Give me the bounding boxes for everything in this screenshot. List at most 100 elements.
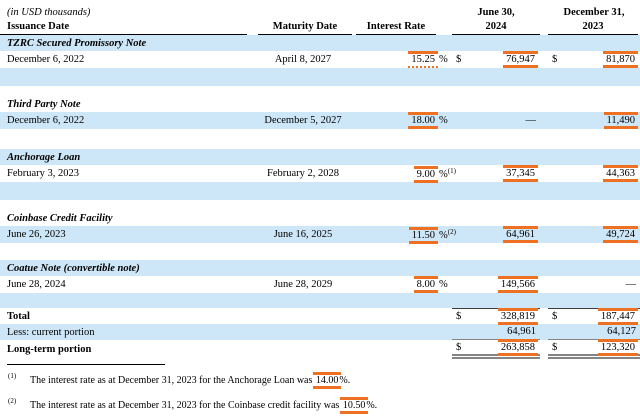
footnote-ref-2: (2)	[447, 228, 456, 236]
column-header-2024: 2024	[452, 21, 540, 35]
cell-maturity-date: June 28, 2029	[273, 279, 333, 290]
cell-dec-total: $187,447	[548, 308, 640, 325]
footnote-ref-1: (1)	[447, 167, 456, 175]
section-title: Third Party Note	[7, 98, 81, 110]
column-header-2023: 2023	[548, 21, 638, 35]
section-header-coinbase: Coinbase Credit Facility	[0, 210, 640, 226]
currency-symbol: $	[552, 311, 558, 322]
cell-interest-rate: 11.50 %(2)	[356, 227, 456, 244]
percent-sign: %	[439, 279, 448, 290]
table-row-anchorage: February 3, 2023 February 2, 2028 9.00 %(…	[0, 165, 640, 183]
section-title: Anchorage Loan	[7, 151, 81, 163]
cell-dec-value: 49,724	[548, 226, 640, 243]
table-row-coatue: June 28, 2024 June 28, 2029 8.00% 149,56…	[0, 276, 640, 293]
currency-symbol: $	[456, 341, 462, 353]
empty-row	[0, 293, 640, 308]
annotated-value: 37,345	[503, 165, 538, 182]
annotated-value: 9.00	[413, 166, 439, 183]
cell-issuance-date: December 6, 2022	[7, 54, 85, 65]
annotated-value: 49,724	[603, 226, 638, 243]
footnote-2: (2) The interest rate as at December 31,…	[0, 397, 640, 414]
footnote-separator	[7, 364, 165, 365]
cell-interest-rate: 18.00%	[356, 112, 452, 129]
annotated-value: 18.00	[408, 112, 438, 129]
cell-june-value: $76,947	[452, 51, 540, 68]
cell-june-current: 64,961	[452, 324, 540, 340]
column-header-dec31: December 31,	[563, 7, 625, 18]
header-caption-row: (in USD thousands) June 30, December 31,	[0, 3, 640, 18]
cell-issuance-date: June 26, 2023	[7, 229, 66, 240]
column-header-june30: June 30,	[477, 7, 515, 18]
section-header-anchorage: Anchorage Loan	[0, 149, 640, 165]
cell-maturity-date: April 8, 2027	[274, 54, 332, 65]
annotated-value: 263,858	[497, 338, 539, 356]
currency-symbol: $	[456, 311, 462, 322]
cell-interest-rate: 8.00%	[356, 276, 452, 293]
annotated-value: 328,819	[497, 308, 539, 325]
cell-june-value: 37,345	[452, 165, 540, 182]
table-row-tzrc: December 6, 2022 April 8, 2027 15.25% $7…	[0, 51, 640, 68]
section-header-coatue: Coatue Note (convertible note)	[0, 260, 640, 276]
annotated-value: 8.00	[413, 276, 439, 293]
cell-issuance-date: June 28, 2024	[7, 279, 66, 290]
cell-maturity-date: December 5, 2027	[264, 115, 342, 126]
annotated-value: 44,363	[603, 165, 638, 182]
section-title: Coatue Note (convertible note)	[7, 262, 140, 274]
cell-issuance-date: December 6, 2022	[7, 115, 85, 126]
cell-interest-rate: 15.25%	[356, 51, 452, 68]
spacer-row	[0, 243, 640, 260]
cell-june-long-term: $263,858	[452, 338, 540, 359]
empty-row	[0, 182, 640, 200]
footnote-text-suffix: %.	[366, 400, 378, 411]
spacer-row	[0, 86, 640, 96]
section-title: TZRC Secured Promissory Note	[7, 37, 147, 49]
total-row: Total $328,819 $187,447	[0, 308, 640, 325]
percent-sign: %	[439, 169, 448, 180]
empty-row	[0, 68, 640, 86]
percent-sign: %	[439, 230, 448, 241]
annotated-value: 64,961	[503, 226, 538, 243]
annotated-value: 11.50	[408, 227, 439, 244]
footnote-marker: (2)	[8, 397, 17, 405]
units-caption: (in USD thousands)	[7, 7, 91, 18]
percent-sign: %	[439, 54, 448, 65]
cell-dec-value: 11,490	[548, 112, 640, 129]
table-row-coinbase: June 26, 2023 June 16, 2025 11.50 %(2) 64…	[0, 226, 640, 244]
annotated-value: 76,947	[503, 51, 538, 68]
section-title: Coinbase Credit Facility	[7, 212, 113, 224]
footnote-text: The interest rate as at December 31, 202…	[30, 375, 315, 386]
footnote-1: (1) The interest rate as at December 31,…	[0, 372, 640, 389]
cell-june-value: 64,961	[452, 226, 540, 243]
cell-interest-rate: 9.00 %(1)	[356, 166, 456, 183]
footnote-text: The interest rate as at December 31, 202…	[30, 400, 342, 411]
cell-maturity-date: February 2, 2028	[266, 168, 340, 179]
cell-dec-long-term: $123,320	[548, 338, 640, 359]
annotated-value: 14.00	[312, 372, 341, 389]
cell-dec-value: $81,870	[548, 51, 640, 68]
spacer-row	[0, 129, 640, 149]
em-dash: —	[525, 115, 537, 126]
cell-june-value: —	[452, 112, 540, 129]
annotated-value: 11,490	[603, 112, 638, 129]
cell-june-total: $328,819	[452, 308, 540, 325]
table-row-third-party: December 6, 2022 December 5, 2027 18.00%…	[0, 112, 640, 129]
column-header-row: Issuance Date Maturity Date Interest Rat…	[0, 18, 640, 35]
cell-june-value: 149,566	[452, 276, 540, 293]
percent-sign: %	[439, 115, 448, 126]
column-header-issuance-date: Issuance Date	[0, 21, 247, 35]
debt-schedule-document: (in USD thousands) June 30, December 31,…	[0, 3, 640, 414]
annotated-value: 15.25	[408, 51, 438, 68]
less-current-portion-row: Less: current portion 64,961 64,127	[0, 324, 640, 340]
cell-maturity-date: June 16, 2025	[273, 229, 333, 240]
cell-dec-value: 44,363	[548, 165, 640, 182]
long-term-portion-label: Long-term portion	[7, 344, 92, 355]
currency-symbol: $	[456, 54, 462, 65]
long-term-portion-row: Long-term portion $263,858 $123,320	[0, 338, 640, 359]
footnote-text-suffix: %.	[339, 375, 351, 386]
currency-symbol: $	[552, 54, 558, 65]
cell-dec-current: 64,127	[548, 324, 640, 340]
annotated-value: 187,447	[597, 308, 639, 325]
annotated-value: 81,870	[603, 51, 638, 68]
section-header-third-party: Third Party Note	[0, 96, 640, 112]
column-header-interest-rate: Interest Rate	[356, 21, 436, 35]
